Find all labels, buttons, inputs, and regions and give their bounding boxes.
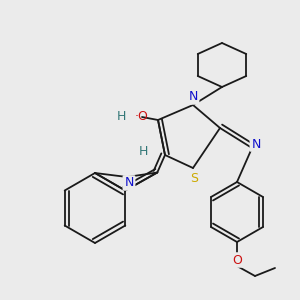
Text: N: N — [124, 176, 134, 190]
Text: N: N — [251, 137, 261, 151]
Text: H: H — [117, 110, 126, 122]
Text: N: N — [124, 176, 134, 190]
Text: O: O — [232, 254, 242, 266]
Text: N: N — [188, 91, 198, 103]
Text: N: N — [188, 91, 198, 103]
Text: ·O: ·O — [135, 110, 149, 122]
Text: H: H — [139, 145, 148, 158]
Text: S: S — [190, 172, 198, 184]
Text: O: O — [232, 254, 242, 266]
Text: N: N — [251, 137, 261, 151]
Text: S: S — [190, 172, 199, 184]
